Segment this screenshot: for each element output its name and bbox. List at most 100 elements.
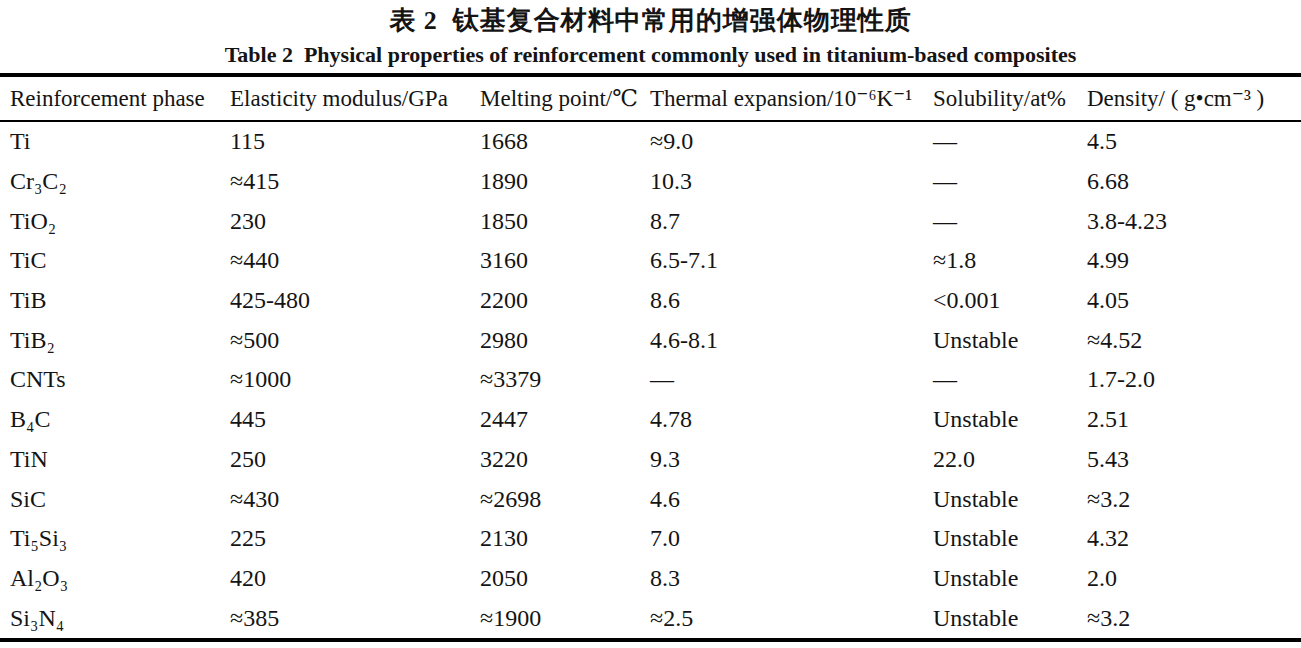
cell-thermal-expansion: ≈9.0 (650, 121, 933, 162)
table-row: TiC ≈440 3160 6.5-7.1 ≈1.8 4.99 (0, 241, 1301, 281)
cell-reinforcement-phase: SiC (0, 479, 230, 519)
column-header-melting-point: Melting point/℃ (480, 75, 650, 121)
cell-reinforcement-phase: TiB₂ (0, 320, 230, 360)
cell-density: 4.5 (1087, 121, 1301, 162)
cell-density: 4.32 (1087, 519, 1301, 559)
cell-melting-point: 2447 (480, 400, 650, 440)
column-header-solubility: Solubility/at% (933, 75, 1087, 121)
cell-density: 2.0 (1087, 559, 1301, 599)
column-header-elasticity-modulus: Elasticity modulus/GPa (230, 75, 480, 121)
cell-density: ≈3.2 (1087, 479, 1301, 519)
cell-elasticity-modulus: 115 (230, 121, 480, 162)
cell-thermal-expansion: 8.7 (650, 201, 933, 241)
cell-density: 2.51 (1087, 400, 1301, 440)
table-row: B₄C 445 2447 4.78 Unstable 2.51 (0, 400, 1301, 440)
table-caption-en: Table 2 Physical properties of reinforce… (0, 42, 1301, 67)
cell-density: 4.99 (1087, 241, 1301, 281)
cell-thermal-expansion: 10.3 (650, 162, 933, 202)
table-row: TiB 425-480 2200 8.6 <0.001 4.05 (0, 281, 1301, 321)
cell-solubility: — (933, 162, 1087, 202)
cell-melting-point: 1890 (480, 162, 650, 202)
cell-elasticity-modulus: 425-480 (230, 281, 480, 321)
cell-melting-point: ≈2698 (480, 479, 650, 519)
cell-solubility: Unstable (933, 320, 1087, 360)
cell-melting-point: 1850 (480, 201, 650, 241)
cell-density: 5.43 (1087, 440, 1301, 480)
table-row: TiN 250 3220 9.3 22.0 5.43 (0, 440, 1301, 480)
cell-thermal-expansion: 7.0 (650, 519, 933, 559)
cell-density: 3.8-4.23 (1087, 201, 1301, 241)
cell-solubility: Unstable (933, 400, 1087, 440)
cell-thermal-expansion: 9.3 (650, 440, 933, 480)
cell-thermal-expansion: ≈2.5 (650, 598, 933, 640)
cell-thermal-expansion: 8.6 (650, 281, 933, 321)
table-row: Ti₅Si₃ 225 2130 7.0 Unstable 4.32 (0, 519, 1301, 559)
column-header-thermal-expansion: Thermal expansion/10⁻⁶K⁻¹ (650, 75, 933, 121)
table-row: SiC ≈430 ≈2698 4.6 Unstable ≈3.2 (0, 479, 1301, 519)
table-caption-zh: 表 2 钛基复合材料中常用的增强体物理性质 (0, 6, 1301, 36)
cell-reinforcement-phase: CNTs (0, 360, 230, 400)
cell-solubility: — (933, 201, 1087, 241)
cell-elasticity-modulus: 420 (230, 559, 480, 599)
cell-elasticity-modulus: ≈1000 (230, 360, 480, 400)
cell-density: ≈4.52 (1087, 320, 1301, 360)
cell-reinforcement-phase: Al₂O₃ (0, 559, 230, 599)
table-row: CNTs ≈1000 ≈3379 — — 1.7-2.0 (0, 360, 1301, 400)
column-header-density: Density/ ( g•cm⁻³ ) (1087, 75, 1301, 121)
cell-solubility: <0.001 (933, 281, 1087, 321)
cell-reinforcement-phase: B₄C (0, 400, 230, 440)
cell-thermal-expansion: — (650, 360, 933, 400)
cell-reinforcement-phase: TiO₂ (0, 201, 230, 241)
header-row: Reinforcement phase Elasticity modulus/G… (0, 75, 1301, 121)
cell-reinforcement-phase: TiC (0, 241, 230, 281)
cell-melting-point: ≈1900 (480, 598, 650, 640)
cell-elasticity-modulus: 230 (230, 201, 480, 241)
cell-reinforcement-phase: Ti₅Si₃ (0, 519, 230, 559)
cell-thermal-expansion: 4.6-8.1 (650, 320, 933, 360)
cell-melting-point: 2980 (480, 320, 650, 360)
cell-thermal-expansion: 8.3 (650, 559, 933, 599)
table-row: TiO₂ 230 1850 8.7 — 3.8-4.23 (0, 201, 1301, 241)
cell-density: 1.7-2.0 (1087, 360, 1301, 400)
table-row: Ti 115 1668 ≈9.0 — 4.5 (0, 121, 1301, 162)
cell-elasticity-modulus: 250 (230, 440, 480, 480)
cell-elasticity-modulus: ≈385 (230, 598, 480, 640)
column-header-reinforcement-phase: Reinforcement phase (0, 75, 230, 121)
cell-melting-point: 1668 (480, 121, 650, 162)
cell-solubility: 22.0 (933, 440, 1087, 480)
cell-elasticity-modulus: ≈440 (230, 241, 480, 281)
cell-solubility: Unstable (933, 559, 1087, 599)
cell-melting-point: 3160 (480, 241, 650, 281)
cell-solubility: Unstable (933, 598, 1087, 640)
cell-melting-point: 2200 (480, 281, 650, 321)
cell-solubility: — (933, 360, 1087, 400)
cell-solubility: — (933, 121, 1087, 162)
cell-reinforcement-phase: Cr₃C₂ (0, 162, 230, 202)
cell-solubility: Unstable (933, 519, 1087, 559)
paper-page: 表 2 钛基复合材料中常用的增强体物理性质 Table 2 Physical p… (0, 0, 1301, 648)
cell-melting-point: 3220 (480, 440, 650, 480)
cell-melting-point: ≈3379 (480, 360, 650, 400)
cell-solubility: ≈1.8 (933, 241, 1087, 281)
cell-elasticity-modulus: 445 (230, 400, 480, 440)
cell-thermal-expansion: 6.5-7.1 (650, 241, 933, 281)
cell-thermal-expansion: 4.6 (650, 479, 933, 519)
cell-elasticity-modulus: ≈415 (230, 162, 480, 202)
table-row: TiB₂ ≈500 2980 4.6-8.1 Unstable ≈4.52 (0, 320, 1301, 360)
cell-elasticity-modulus: 225 (230, 519, 480, 559)
cell-reinforcement-phase: TiB (0, 281, 230, 321)
table-row: Si₃N₄ ≈385 ≈1900 ≈2.5 Unstable ≈3.2 (0, 598, 1301, 640)
cell-melting-point: 2050 (480, 559, 650, 599)
cell-melting-point: 2130 (480, 519, 650, 559)
cell-elasticity-modulus: ≈430 (230, 479, 480, 519)
cell-reinforcement-phase: TiN (0, 440, 230, 480)
cell-reinforcement-phase: Si₃N₄ (0, 598, 230, 640)
cell-solubility: Unstable (933, 479, 1087, 519)
cell-density: 4.05 (1087, 281, 1301, 321)
cell-elasticity-modulus: ≈500 (230, 320, 480, 360)
cell-density: 6.68 (1087, 162, 1301, 202)
table-row: Al₂O₃ 420 2050 8.3 Unstable 2.0 (0, 559, 1301, 599)
physical-properties-table: Reinforcement phase Elasticity modulus/G… (0, 73, 1301, 642)
table-row: Cr₃C₂ ≈415 1890 10.3 — 6.68 (0, 162, 1301, 202)
cell-density: ≈3.2 (1087, 598, 1301, 640)
